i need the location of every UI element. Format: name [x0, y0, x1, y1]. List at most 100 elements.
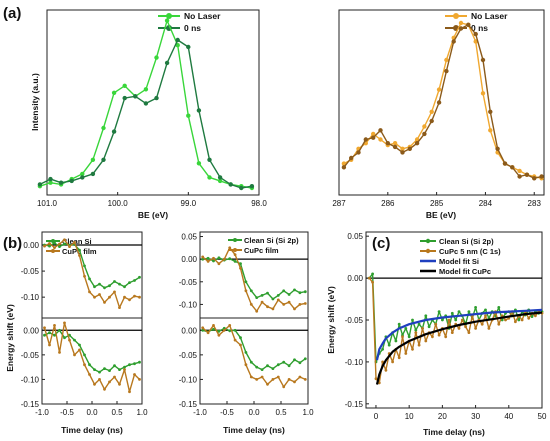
data-point	[255, 309, 259, 313]
data-point	[434, 322, 438, 326]
data-point	[444, 68, 449, 74]
data-point	[212, 327, 215, 331]
data-point	[113, 290, 116, 294]
data-point	[43, 326, 46, 330]
data-point	[186, 44, 191, 50]
x-tick-label: 1.0	[302, 408, 314, 417]
data-point	[271, 297, 275, 301]
data-point	[98, 293, 101, 296]
data-point	[244, 289, 248, 293]
data-point	[437, 333, 441, 337]
data-point	[276, 298, 280, 302]
data-point	[108, 380, 111, 384]
data-point	[293, 288, 296, 292]
data-point	[111, 129, 117, 134]
data-point	[128, 390, 131, 394]
legend-marker-cupc	[233, 248, 237, 252]
data-point	[48, 176, 53, 182]
data-point	[111, 90, 117, 96]
y-tick-label: 0.00	[181, 255, 197, 264]
x-axis-label: BE (eV)	[138, 210, 168, 220]
data-point	[460, 318, 464, 322]
data-point	[249, 303, 253, 306]
data-point	[276, 294, 280, 297]
data-point	[303, 378, 307, 381]
data-point	[118, 306, 121, 309]
data-point	[276, 375, 280, 379]
data-point	[497, 306, 501, 309]
data-point	[282, 360, 286, 364]
data-point	[539, 174, 544, 179]
data-point	[101, 157, 106, 162]
data-point	[58, 242, 61, 246]
data-point	[228, 257, 232, 261]
data-point	[83, 363, 86, 367]
y-tick-label: 0.00	[23, 241, 39, 250]
x-tick-label: 20	[438, 412, 447, 421]
data-point	[123, 365, 126, 369]
data-point	[118, 282, 121, 286]
data-point	[217, 175, 223, 180]
data-point	[58, 351, 61, 354]
series-line-2	[43, 322, 140, 393]
plot-frame	[41, 317, 143, 405]
data-point	[484, 314, 487, 318]
y-tick-label: -0.15	[345, 400, 364, 409]
data-point	[133, 94, 138, 99]
data-point	[504, 318, 507, 322]
data-point	[228, 329, 232, 333]
data-point	[488, 109, 493, 115]
x-tick-label: 30	[471, 412, 480, 421]
data-point	[217, 333, 221, 337]
data-point	[37, 182, 43, 187]
data-point	[212, 324, 215, 327]
data-point	[58, 180, 64, 185]
data-point	[298, 375, 302, 379]
data-point	[68, 338, 71, 342]
legend: Clean Si (Si 2p) CuPc 5 nm (C 1s) Model …	[420, 237, 501, 276]
data-point	[128, 298, 131, 302]
data-point	[411, 318, 414, 322]
data-point	[113, 364, 116, 368]
legend: Clean Si (Si 2p) CuPc film	[228, 236, 299, 255]
data-point	[417, 343, 421, 347]
data-point	[282, 289, 286, 293]
data-point	[384, 368, 388, 372]
data-point	[206, 331, 210, 335]
data-point	[113, 375, 116, 379]
data-point	[266, 291, 269, 295]
data-point	[287, 364, 291, 368]
data-point	[381, 347, 384, 351]
data-point	[63, 321, 66, 325]
data-point	[400, 150, 405, 155]
data-point	[437, 310, 441, 313]
data-point	[397, 322, 401, 326]
data-point	[441, 318, 444, 322]
data-point	[175, 43, 180, 48]
data-point	[143, 87, 149, 92]
data-point	[222, 257, 226, 261]
data-point	[206, 256, 210, 260]
data-point	[207, 175, 212, 180]
y-tick-label: -0.10	[21, 293, 40, 302]
legend-label-0ns: 0 ns	[184, 23, 201, 33]
data-point	[424, 339, 428, 343]
data-point	[122, 95, 127, 101]
data-point	[474, 306, 477, 309]
legend-label-0ns: 0 ns	[471, 23, 488, 33]
data-point	[255, 365, 259, 369]
data-point	[457, 310, 461, 313]
data-point	[480, 91, 486, 96]
data-point	[206, 260, 210, 263]
data-point	[88, 373, 91, 376]
data-point	[260, 375, 264, 379]
data-point	[271, 307, 275, 311]
data-point	[397, 356, 401, 360]
legend-marker-cupc	[51, 249, 55, 253]
y-tick-label: 0.00	[181, 326, 197, 335]
data-point	[201, 255, 205, 259]
data-point	[401, 335, 404, 339]
data-point	[53, 246, 56, 250]
y-tick-label: -0.05	[179, 278, 198, 287]
